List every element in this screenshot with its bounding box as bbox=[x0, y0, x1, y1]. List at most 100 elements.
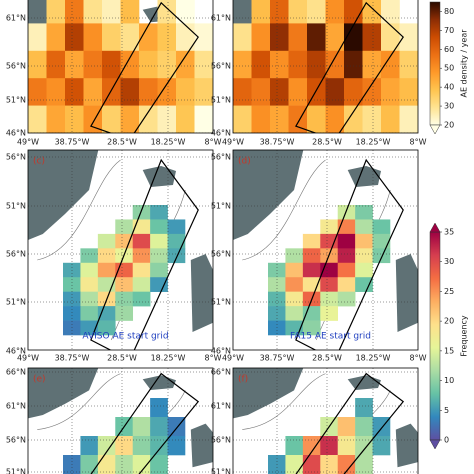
grid-cell bbox=[399, 50, 418, 79]
region-box bbox=[295, 158, 404, 350]
grid-cell bbox=[325, 23, 345, 52]
lon-label: 38.75°W bbox=[260, 138, 295, 147]
grid-cell bbox=[344, 23, 363, 52]
grid-cell bbox=[337, 436, 356, 456]
british-isles bbox=[190, 254, 213, 332]
iceland bbox=[142, 166, 176, 187]
grid-cell bbox=[157, 23, 177, 52]
grid-cell bbox=[115, 219, 134, 235]
grid-cell bbox=[83, 0, 103, 24]
colorbar bbox=[429, 231, 441, 441]
panel-label: (f) bbox=[238, 375, 248, 385]
region-box bbox=[90, 1, 199, 133]
iceland bbox=[347, 166, 381, 187]
grid-cell bbox=[362, 50, 382, 79]
grid-cell bbox=[399, 78, 418, 106]
colorbar-extend bbox=[429, 439, 441, 450]
grid-cell bbox=[83, 50, 103, 79]
map-panel bbox=[233, 368, 418, 474]
grid-cell bbox=[157, 0, 177, 24]
grid-cell bbox=[285, 436, 304, 456]
grid-cell bbox=[194, 105, 213, 133]
grid-cell bbox=[46, 105, 66, 133]
grid-cell bbox=[97, 455, 116, 474]
grid-cell bbox=[97, 436, 116, 456]
grid-cell bbox=[288, 0, 308, 24]
grid-cell bbox=[307, 105, 326, 133]
grid-cell bbox=[399, 105, 418, 133]
lat-label: 51°N bbox=[211, 96, 231, 105]
grid-cell bbox=[344, 0, 363, 24]
grid-cell bbox=[285, 291, 304, 307]
grid-cell bbox=[344, 50, 363, 79]
lat-label: 61°N bbox=[6, 14, 26, 23]
grid-cell bbox=[157, 50, 177, 79]
grid-cell bbox=[325, 0, 345, 24]
grid-cell bbox=[167, 233, 186, 249]
british-isles bbox=[395, 423, 418, 468]
region-box bbox=[295, 372, 405, 474]
grid-cell bbox=[337, 417, 356, 437]
grid-cell bbox=[80, 455, 99, 474]
map-panel bbox=[28, 150, 213, 350]
grid-cell bbox=[285, 248, 304, 264]
grid-cell bbox=[320, 277, 339, 292]
grid-cell bbox=[270, 23, 289, 52]
grid-cell bbox=[150, 417, 168, 437]
grid-cell bbox=[115, 277, 134, 292]
grid-cell bbox=[337, 205, 356, 220]
grid-cell bbox=[132, 262, 151, 278]
grid-cell bbox=[307, 50, 326, 79]
grid-cell bbox=[139, 50, 158, 79]
grid-cell bbox=[302, 306, 321, 321]
grid-cell bbox=[344, 105, 363, 133]
grid-cell bbox=[344, 78, 363, 106]
colorbar-label: Frequency bbox=[460, 315, 469, 357]
lat-label: 56°N bbox=[211, 250, 231, 259]
grid-cell bbox=[251, 50, 271, 79]
lat-label: 51°N bbox=[6, 468, 26, 474]
grid-cell bbox=[285, 277, 304, 292]
grid-cell bbox=[176, 0, 195, 24]
lon-label: 18.25°W bbox=[151, 354, 186, 363]
grid-cell bbox=[65, 78, 84, 106]
colorbar-tick-label: 5 bbox=[444, 406, 449, 415]
lon-label: 28.5°W bbox=[312, 354, 342, 363]
grid-cell bbox=[307, 0, 326, 24]
grid-cell bbox=[97, 248, 116, 264]
lat-label: 56°N bbox=[6, 436, 26, 445]
grid-cell bbox=[120, 50, 140, 79]
map-panel bbox=[233, 150, 418, 350]
grid-cell bbox=[28, 23, 47, 52]
panel-frame bbox=[232, 367, 419, 474]
grid-cell bbox=[167, 219, 186, 235]
grid-cell bbox=[381, 78, 400, 106]
colorbar-tick-label: 0 bbox=[444, 436, 449, 445]
grid-cell bbox=[320, 306, 339, 321]
lon-label: 28.5°W bbox=[312, 138, 342, 147]
grid-cell bbox=[302, 320, 321, 336]
grid-cell bbox=[285, 262, 304, 278]
grid-cell bbox=[362, 78, 382, 106]
grid-cell bbox=[302, 233, 321, 249]
panel-note: FA15 AE start grid bbox=[290, 332, 371, 342]
grid-cell bbox=[337, 455, 356, 474]
lon-label: 8°W bbox=[410, 138, 427, 147]
grid-cell bbox=[65, 50, 84, 79]
grid-cell bbox=[150, 436, 168, 456]
grid-cell bbox=[46, 50, 66, 79]
grid-cell bbox=[399, 23, 418, 52]
grid-cell bbox=[63, 306, 81, 321]
lat-label: 66°N bbox=[211, 368, 231, 377]
grid-cell bbox=[120, 105, 140, 133]
map-panel bbox=[28, 368, 213, 474]
grid-cell bbox=[320, 219, 339, 235]
grid-cell bbox=[381, 105, 400, 133]
lon-label: 8°W bbox=[205, 354, 222, 363]
colorbar-tick-label: 25 bbox=[444, 287, 454, 296]
grid-cell bbox=[65, 0, 84, 24]
colorbar-tick-label: 60 bbox=[444, 45, 454, 54]
grid-cell bbox=[65, 23, 84, 52]
colorbar-tick-label: 20 bbox=[444, 121, 454, 130]
grid-cell bbox=[139, 78, 158, 106]
